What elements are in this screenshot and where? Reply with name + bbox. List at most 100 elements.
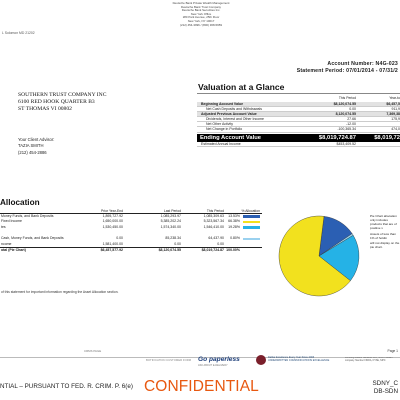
glance-row: Beginning Account Value $8,120,074.55 $6,4…: [197, 102, 400, 108]
allocation-row-pct: 13.53%: [228, 214, 240, 218]
pie-note-line: products that are of positive v: [370, 222, 397, 231]
firm-header-line: New York Office: [190, 11, 212, 16]
firm-header-line: Deutsche Bank Securities Inc.: [181, 8, 221, 13]
valuation-at-a-glance: Valuation at a Glance This Period Year-t…: [197, 82, 400, 148]
go-paperless-logo: Go paperless: [198, 356, 240, 363]
allocation-row-last-period: 5,385,202.24: [160, 219, 181, 224]
glance-rows: Beginning Account Value $8,120,074.55 $6,4…: [197, 102, 400, 133]
allocation-row: ncome 1,581,400.00 0.00 0.00: [0, 242, 262, 247]
allocation-row-prior-year-end: 1,895,727.92: [102, 214, 123, 218]
glance-title: Valuation at a Glance: [197, 82, 400, 94]
total-allocation-pct: 100.00%: [226, 247, 240, 252]
allocation-row-pct: 0.80%: [230, 236, 240, 241]
allocation-color-swatch: [243, 220, 260, 224]
allocation-row: Cash, Money Funds, and Bank Deposits 0.00…: [0, 236, 262, 241]
glance-row-year-to-date: 175,9: [391, 117, 400, 122]
bates-number: SDNY_C: [372, 380, 398, 387]
allocation-row-name: ncome: [1, 241, 12, 246]
allocation-headers: Prior Year-End Last Period This Period %…: [0, 208, 262, 214]
ending-year-to-date: $8,019,72: [374, 134, 400, 141]
allocation-table: Prior Year-End Last Period This Period %…: [0, 208, 262, 252]
allocation-row-this-period: 1,085,309.63: [203, 214, 224, 218]
ending-this-period: $8,019,724.87: [318, 134, 356, 141]
glance-column-headers: This Period Year-to: [197, 96, 400, 102]
pie-slice-1: [278, 215, 351, 297]
glance-row-this-period: -100,365.34: [337, 127, 356, 132]
total-prior-year-end: $6,457,577.92: [100, 247, 123, 252]
firm-header-line: Deutsche Bank Trust Company: [180, 4, 221, 9]
allocation-row-this-period: 1,546,410.00: [203, 224, 224, 229]
glance-row-label: Net Other Activity: [206, 122, 234, 127]
allocation-row-prior-year-end: 1,581,400.00: [102, 241, 123, 246]
allocation-color-swatch: [243, 237, 260, 241]
client-advisor: Your Client Advisor: TAZIA SMITH (212) 4…: [18, 137, 54, 156]
firm-header-line: Deutsche Bank Private Wealth Management: [172, 1, 230, 5]
allocation-row-last-period: 1,085,293.97: [160, 214, 181, 218]
glance-row-this-period: 0.00: [349, 107, 356, 112]
glance-col-this-period: This Period: [338, 96, 356, 100]
glance-row-this-period: -12.00: [346, 122, 356, 127]
allocation-total-row: otal (Pie Chart) $6,457,577.92 $8,120,07…: [0, 246, 262, 252]
allocation-pie-chart: [264, 210, 374, 300]
glance-row-label: Dividends, Interest and Other Income: [206, 117, 264, 122]
glance-col-year-to-date: Year-to: [389, 96, 400, 100]
total-last-period: $8,120,074.55: [158, 247, 181, 252]
glance-row-label: Adjusted Previous Account Value: [201, 112, 257, 117]
allocation-row-last-period: 0.00: [174, 241, 181, 246]
address-line: ST THOMAS VI 00802: [18, 106, 72, 112]
allocation-color-swatch: [243, 215, 260, 218]
allocation-row-name: Fixed Income: [1, 219, 23, 224]
income-value: $453,409.52: [336, 142, 356, 147]
header-prior-year-end: Prior Year-End: [100, 208, 123, 213]
allocation-row-prior-year-end: 1,530,450.00: [102, 224, 123, 229]
total-this-period: $8,019,724.87: [201, 247, 224, 252]
advisor-heading: Your Client Advisor:: [18, 137, 55, 142]
glance-row: Net Cash Deposits and Withdrawals 0.00 911…: [197, 107, 400, 113]
allocation-title: Allocation: [0, 198, 40, 207]
pie-slice-2: [318, 235, 360, 282]
header-last-period: Last Period: [163, 208, 181, 213]
account-number: Account Number: N4G-023: [327, 61, 398, 67]
allocation-row-name: Money Funds, and Bank Deposits: [1, 214, 54, 218]
statement-period: Statement Period: 07/01/2014 - 07/31/2: [296, 68, 398, 74]
income-label: Estimated Annual Income: [201, 142, 241, 147]
firm-header-line: New York, NY 10017: [187, 18, 215, 23]
header-this-period: This Period: [206, 208, 224, 213]
confidential-stamp: CONFIDENTIAL: [144, 378, 259, 395]
allocation-row: Money Funds, and Bank Deposits 1,895,727.…: [0, 214, 262, 219]
estimated-income-row: Estimated Annual Income $453,409.52: [197, 142, 400, 148]
glance-row: Dividends, Interest and Other Income 27.6…: [197, 117, 400, 123]
allocation-row-prior-year-end: 0.00: [116, 236, 123, 241]
advisor-name: TAZIA SMITH: [18, 143, 44, 149]
total-label: otal (Pie Chart): [1, 247, 26, 252]
confidential-footer: NTIAL – PURSUANT TO FED. R. CRIM. P. 6(e…: [0, 378, 400, 400]
glance-row-year-to-date: 474,0: [391, 127, 400, 132]
pie-note-line: Assets of less than 1% of holdin: [370, 232, 396, 241]
bates-prefix: DB-SDN: [373, 388, 398, 395]
advisor-phone: (212) 454-2886: [18, 149, 47, 155]
glance-row-year-to-date: 911,9: [391, 107, 400, 112]
allocation-row-pct: 66.38%: [228, 219, 240, 224]
allocation-row: Fixed Income 1,650,000.00 5,385,202.24 5,32…: [0, 219, 262, 224]
allocation-row-this-period: 64,437.90: [208, 236, 224, 241]
confidential-notice: NTIAL – PURSUANT TO FED. R. CRIM. P. 6(e…: [0, 383, 133, 390]
glance-row-this-period: 27.66: [347, 117, 356, 122]
allocation-row-this-period: 0.00: [217, 241, 224, 246]
firm-header: Deutsche Bank Private Wealth Management D…: [153, 1, 249, 27]
glance-row-year-to-date: $6,457,5: [386, 102, 400, 106]
allocation-row-this-period: 5,323,567.34: [203, 219, 224, 224]
allocation-row: tes 1,530,450.00 1,574,340.00 1,546,410.00 1…: [0, 225, 262, 230]
ending-label: Ending Account Value: [200, 134, 261, 141]
glance-row-label: Net Change in Portfolio: [206, 127, 243, 132]
allocation-row-prior-year-end: 1,650,000.00: [102, 219, 123, 224]
glance-row-label: Beginning Account Value: [201, 102, 244, 106]
recipient-code: L Solomon MD 21202: [2, 31, 35, 35]
allocation-row-last-period: 1,574,340.00: [160, 224, 181, 229]
address-line: SOUTHERN TRUST COMPANY INC: [18, 92, 107, 98]
footer-divider: [0, 357, 400, 358]
footer-small-left: CRMS PAGE: [84, 349, 102, 353]
glance-row-this-period: $8,120,074.55: [333, 102, 356, 106]
glance-row: Net Change in Portfolio -100,365.34 474,0: [197, 127, 400, 133]
footer-disclosure: Pershing Advisor Solutions LLC, a BNY Me…: [345, 357, 393, 362]
page-number: Page 1: [387, 349, 398, 353]
